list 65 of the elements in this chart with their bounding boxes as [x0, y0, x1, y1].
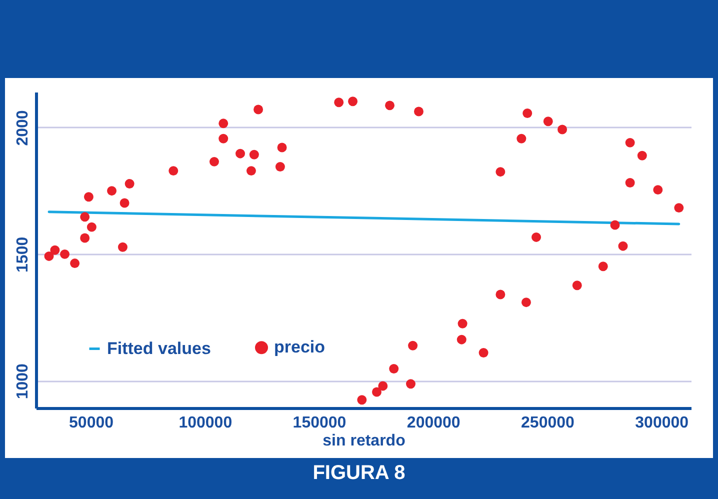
point	[406, 379, 416, 389]
legend-label: precio	[274, 338, 326, 357]
legend-label: Fitted values	[107, 338, 211, 358]
point	[249, 150, 259, 160]
point	[637, 150, 647, 160]
point	[254, 104, 264, 114]
point	[120, 198, 130, 208]
point	[674, 203, 684, 213]
point	[80, 212, 90, 222]
point	[521, 298, 531, 308]
point	[496, 167, 506, 177]
x-tick-label: 200000	[406, 414, 460, 432]
point	[543, 116, 553, 126]
point	[558, 124, 568, 134]
text: FIGURA 8	[312, 462, 406, 485]
point	[218, 118, 228, 128]
point	[598, 262, 608, 272]
point	[277, 142, 287, 152]
point	[458, 318, 468, 328]
point	[385, 100, 394, 110]
point	[389, 364, 399, 374]
point	[348, 96, 358, 106]
point	[50, 245, 60, 255]
point	[275, 162, 285, 172]
point	[124, 179, 134, 188]
y-tick-label: 2000	[14, 110, 32, 146]
x-axis-title: sin retardo	[322, 432, 406, 450]
point	[618, 241, 628, 251]
point	[107, 186, 117, 196]
point	[532, 232, 542, 242]
point	[496, 290, 506, 300]
point	[522, 108, 532, 118]
x-tick-label: 150000	[292, 414, 346, 432]
point	[60, 249, 70, 259]
x-tick-label: 50000	[69, 414, 114, 432]
point	[84, 192, 94, 202]
x-tick-label: 300000	[635, 414, 689, 432]
point	[625, 138, 635, 148]
point	[625, 178, 635, 188]
point	[70, 258, 80, 268]
point	[236, 148, 246, 158]
point	[44, 251, 54, 261]
point	[378, 381, 388, 391]
point	[334, 98, 344, 108]
y-tick-label: 1000	[14, 363, 32, 400]
point	[408, 340, 418, 350]
x-tick-label: 100000	[178, 414, 232, 432]
point	[516, 134, 526, 144]
point	[357, 395, 367, 405]
point	[478, 348, 488, 358]
y-tick-label: 1500	[14, 236, 32, 272]
point	[372, 387, 382, 397]
point	[118, 242, 128, 252]
point	[246, 166, 256, 176]
point	[653, 185, 663, 195]
point	[80, 233, 90, 243]
point	[218, 134, 228, 144]
point	[168, 166, 178, 176]
point	[456, 334, 466, 344]
point	[414, 106, 424, 116]
x-tick-label: 250000	[521, 414, 575, 432]
point	[210, 156, 219, 166]
point	[572, 280, 582, 290]
point	[610, 220, 620, 230]
point	[86, 222, 96, 232]
